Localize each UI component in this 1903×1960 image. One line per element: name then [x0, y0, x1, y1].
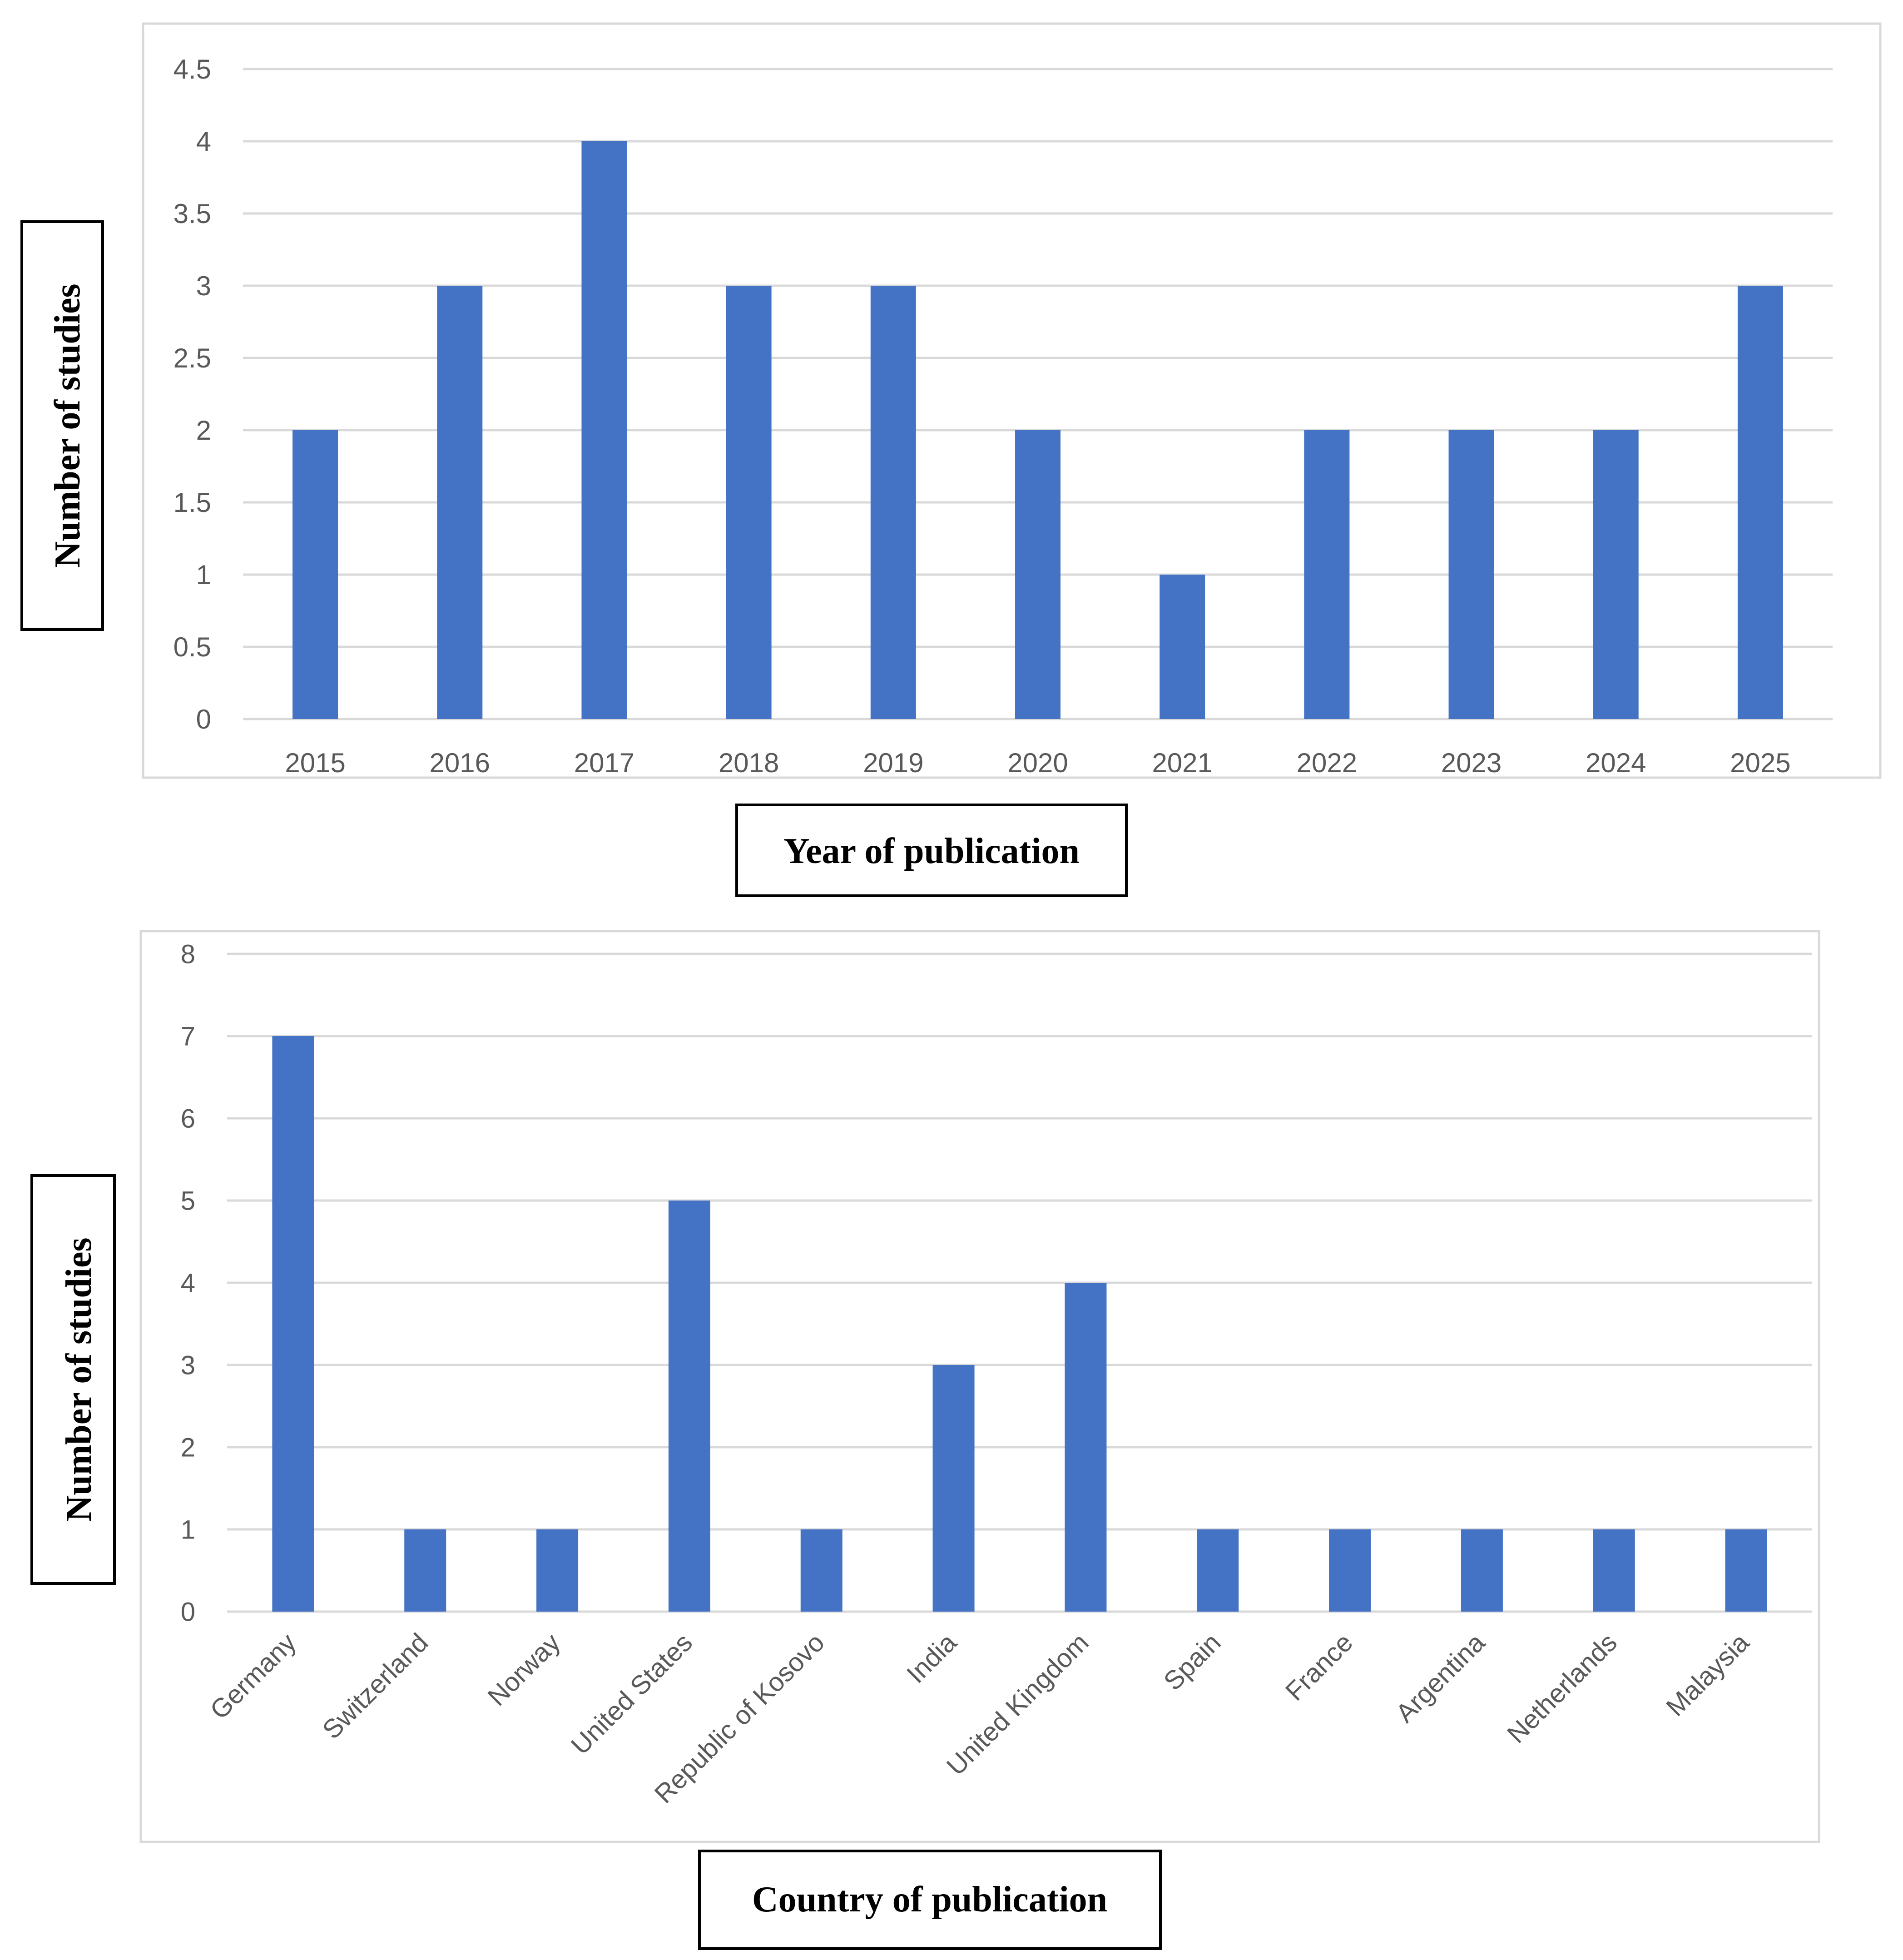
chart1-xlabel: Year of publication: [783, 831, 1080, 871]
y-tick-label: 2: [196, 415, 211, 446]
chart2-ylabel-box: [30, 1174, 116, 1585]
chart1-xlabel-box: [735, 804, 1128, 897]
bar-2018: [726, 286, 772, 719]
y-tick-label: 4.5: [173, 54, 211, 84]
y-tick-label: 2: [181, 1433, 195, 1462]
x-tick-label: 2020: [1007, 748, 1068, 778]
y-tick-label: 0: [181, 1597, 195, 1627]
bar-2021: [1160, 575, 1205, 719]
bar-2023: [1448, 430, 1494, 719]
y-tick-label: 0.5: [173, 632, 211, 662]
x-tick-label: 2021: [1152, 748, 1212, 778]
chart2-gridlines: [227, 953, 1812, 1613]
x-tick-label: 2022: [1297, 748, 1357, 778]
bar-switzerland: [404, 1529, 446, 1612]
bar-germany: [272, 1036, 314, 1612]
x-tick-label: United States: [565, 1628, 698, 1760]
bar-2025: [1737, 286, 1783, 719]
bar-2019: [870, 286, 916, 719]
bar-2016: [437, 286, 483, 719]
bar-republic-of-kosovo: [800, 1529, 842, 1612]
y-tick-label: 4: [181, 1268, 195, 1298]
x-tick-label: 2024: [1586, 748, 1646, 778]
y-tick-label: 4: [196, 126, 211, 157]
bar-spain: [1197, 1529, 1239, 1612]
x-tick-label: Germany: [204, 1628, 302, 1725]
x-tick-label: Switzerland: [317, 1628, 434, 1745]
x-tick-label: Spain: [1158, 1628, 1227, 1696]
bar-argentina: [1461, 1529, 1503, 1612]
x-tick-label: 2017: [574, 748, 634, 778]
y-tick-label: 1.5: [173, 487, 211, 518]
bar-norway: [536, 1529, 579, 1612]
y-tick-label: 1: [196, 560, 211, 590]
chart1-y-ticks: 0 0.5 1 1.5 2 2.5 3 3.5 4 4.5: [173, 54, 211, 734]
bar-united-states: [668, 1201, 710, 1612]
y-tick-label: 3: [181, 1350, 195, 1380]
y-tick-label: 3.5: [173, 198, 211, 229]
bar-united-kingdom: [1065, 1283, 1107, 1612]
chart2-xlabel-box: [698, 1850, 1162, 1950]
chart1-bars: [292, 141, 1783, 719]
y-tick-label: 3: [196, 271, 211, 301]
x-tick-label: Norway: [482, 1628, 566, 1712]
x-tick-label: Argentina: [1390, 1628, 1491, 1728]
x-tick-label: 2025: [1730, 748, 1790, 778]
y-tick-label: 2.5: [173, 343, 211, 373]
chart1-frame: [142, 22, 1882, 779]
chart2-ylabel: Number of studies: [59, 1237, 99, 1521]
bar-2015: [292, 430, 338, 719]
x-tick-label: United Kingdom: [941, 1628, 1095, 1781]
y-tick-label: 7: [181, 1022, 195, 1051]
x-tick-label: 2023: [1441, 748, 1502, 778]
bar-2024: [1593, 430, 1639, 719]
x-tick-label: India: [901, 1628, 962, 1689]
y-tick-label: 8: [181, 939, 195, 969]
y-tick-label: 5: [181, 1186, 195, 1216]
x-tick-label: Malaysia: [1660, 1628, 1755, 1722]
bar-2022: [1304, 430, 1350, 719]
x-tick-label: France: [1280, 1628, 1359, 1707]
bar-malaysia: [1725, 1529, 1767, 1612]
chart1-x-ticks: 2015 2016 2017 2018 2019 2020 2021 2022 2023 2024…: [285, 748, 1790, 778]
y-tick-label: 6: [181, 1104, 195, 1133]
bar-france: [1329, 1529, 1371, 1612]
x-tick-label: 2019: [863, 748, 923, 778]
chart1-ylabel: Number of studies: [48, 283, 88, 567]
chart2-frame: [139, 930, 1820, 1843]
x-tick-label: 2016: [430, 748, 490, 778]
bar-india: [932, 1365, 975, 1612]
bar-2020: [1015, 430, 1061, 719]
bar-2017: [581, 141, 627, 719]
chart1-ylabel-box: [20, 220, 104, 631]
x-tick-label: 2018: [719, 748, 779, 778]
x-tick-label: Netherlands: [1502, 1628, 1623, 1749]
y-tick-label: 1: [181, 1515, 195, 1544]
bar-netherlands: [1593, 1529, 1635, 1612]
x-tick-label: 2015: [285, 748, 345, 778]
chart2-xlabel: Country of publication: [752, 1880, 1107, 1920]
chart2-bars: [272, 1036, 1767, 1612]
chart2-y-ticks: 0 1 2 3 4 5 6 7 8: [181, 939, 195, 1627]
y-tick-label: 0: [196, 704, 211, 734]
